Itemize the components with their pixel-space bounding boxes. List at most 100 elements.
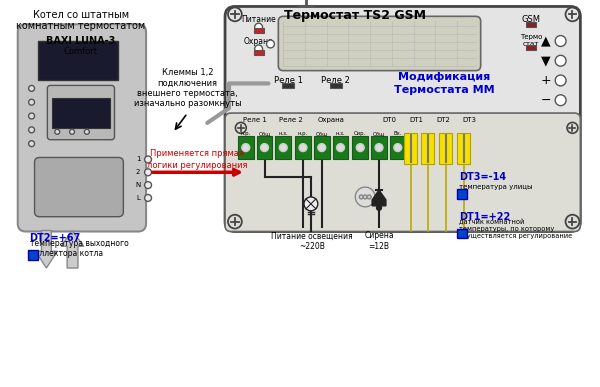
Circle shape bbox=[145, 169, 152, 176]
Text: Клеммы 1,2
подключения
внешнего термостата,
изначально разомкнуты: Клеммы 1,2 подключения внешнего термоста… bbox=[134, 68, 241, 108]
Text: Термо
стат: Термо стат bbox=[520, 34, 542, 46]
Circle shape bbox=[85, 129, 89, 134]
Bar bbox=[275, 136, 291, 159]
Bar bbox=[254, 28, 263, 33]
Bar bbox=[52, 98, 110, 128]
Text: DT3=-14: DT3=-14 bbox=[459, 172, 506, 182]
Circle shape bbox=[363, 195, 367, 199]
Text: 2: 2 bbox=[136, 169, 140, 175]
Text: DT1: DT1 bbox=[410, 117, 424, 123]
Bar bbox=[254, 50, 263, 55]
Circle shape bbox=[242, 144, 250, 152]
Text: N: N bbox=[136, 182, 141, 188]
Circle shape bbox=[266, 40, 274, 48]
Bar bbox=[439, 133, 452, 164]
Text: комнатным термостатом: комнатным термостатом bbox=[16, 21, 146, 31]
Circle shape bbox=[260, 144, 268, 152]
Text: Охрана: Охрана bbox=[317, 117, 344, 123]
FancyBboxPatch shape bbox=[18, 24, 146, 231]
Text: Котел со штатным: Котел со штатным bbox=[33, 10, 129, 21]
Polygon shape bbox=[61, 231, 84, 268]
Bar bbox=[421, 133, 434, 164]
Text: L: L bbox=[136, 195, 140, 201]
Circle shape bbox=[555, 95, 566, 106]
Text: Общ: Общ bbox=[259, 131, 271, 136]
FancyBboxPatch shape bbox=[278, 16, 481, 70]
Text: Общ: Общ bbox=[316, 131, 328, 136]
Circle shape bbox=[299, 144, 307, 152]
Circle shape bbox=[375, 144, 383, 152]
Circle shape bbox=[555, 36, 566, 46]
Circle shape bbox=[145, 156, 152, 163]
Bar bbox=[390, 136, 406, 159]
Bar bbox=[257, 136, 272, 159]
Circle shape bbox=[29, 141, 35, 147]
Circle shape bbox=[377, 205, 382, 210]
Circle shape bbox=[70, 129, 74, 134]
Bar bbox=[526, 22, 536, 27]
FancyBboxPatch shape bbox=[225, 7, 580, 231]
Text: Реле 2: Реле 2 bbox=[279, 117, 303, 123]
Text: Питание освещения
~220В: Питание освещения ~220В bbox=[271, 231, 353, 251]
Text: +: + bbox=[541, 74, 551, 87]
Circle shape bbox=[359, 195, 363, 199]
Text: Общ: Общ bbox=[373, 131, 385, 136]
Text: DT0: DT0 bbox=[383, 117, 397, 123]
Text: н.р.: н.р. bbox=[241, 131, 251, 136]
Text: Модификация
Термостата ММ: Модификация Термостата ММ bbox=[394, 72, 494, 95]
Text: Питание: Питание bbox=[241, 15, 276, 24]
Polygon shape bbox=[372, 190, 386, 206]
Circle shape bbox=[145, 195, 152, 201]
Text: Применяется прямая
логики регулирования: Применяется прямая логики регулирования bbox=[147, 149, 248, 170]
Text: Реле 2: Реле 2 bbox=[321, 76, 350, 85]
Circle shape bbox=[337, 144, 344, 152]
Circle shape bbox=[280, 144, 287, 152]
Text: ▼: ▼ bbox=[541, 54, 551, 67]
Text: Сирена
=12В: Сирена =12В bbox=[364, 231, 394, 251]
FancyBboxPatch shape bbox=[35, 158, 124, 217]
Circle shape bbox=[394, 144, 402, 152]
Circle shape bbox=[29, 99, 35, 105]
Bar bbox=[238, 136, 254, 159]
Circle shape bbox=[55, 129, 60, 134]
Bar bbox=[457, 189, 467, 199]
Text: н.з.: н.з. bbox=[278, 131, 288, 136]
Text: GSM: GSM bbox=[521, 15, 541, 24]
Text: н.р.: н.р. bbox=[298, 131, 308, 136]
Text: Вх.: Вх. bbox=[394, 131, 402, 136]
Text: температура улицы: температура улицы bbox=[459, 184, 532, 190]
Bar bbox=[332, 136, 349, 159]
Circle shape bbox=[555, 75, 566, 86]
Bar bbox=[329, 84, 341, 88]
Circle shape bbox=[318, 144, 326, 152]
Text: ▲: ▲ bbox=[541, 34, 551, 48]
Polygon shape bbox=[35, 231, 57, 268]
Text: н.з.: н.з. bbox=[336, 131, 345, 136]
Bar bbox=[314, 136, 329, 159]
Text: Термостат TS2 GSM: Термостат TS2 GSM bbox=[284, 9, 427, 22]
Bar bbox=[28, 250, 38, 260]
Circle shape bbox=[254, 45, 263, 53]
Bar bbox=[526, 45, 536, 50]
Text: датчик комнатной
температуры, по которому
осуществляется регулирование: датчик комнатной температуры, по котором… bbox=[459, 218, 572, 239]
Text: DT3: DT3 bbox=[463, 117, 477, 123]
Circle shape bbox=[304, 197, 318, 211]
Circle shape bbox=[356, 144, 364, 152]
FancyBboxPatch shape bbox=[225, 113, 580, 231]
Bar bbox=[457, 133, 470, 164]
Text: DT1=+22: DT1=+22 bbox=[459, 212, 510, 222]
Bar bbox=[295, 136, 311, 159]
Text: 1: 1 bbox=[136, 156, 140, 163]
Text: Охрана: Охрана bbox=[244, 36, 274, 46]
Bar bbox=[38, 41, 118, 80]
Circle shape bbox=[355, 187, 375, 207]
Text: DT2=+67: DT2=+67 bbox=[29, 233, 81, 243]
Text: Реле 1: Реле 1 bbox=[274, 76, 302, 85]
Bar bbox=[371, 136, 387, 159]
Text: Сир.: Сир. bbox=[354, 131, 367, 136]
FancyBboxPatch shape bbox=[47, 86, 115, 140]
Circle shape bbox=[29, 127, 35, 133]
Circle shape bbox=[29, 113, 35, 119]
Text: BAXI LUNA-3: BAXI LUNA-3 bbox=[46, 36, 116, 46]
Text: DT2: DT2 bbox=[436, 117, 450, 123]
